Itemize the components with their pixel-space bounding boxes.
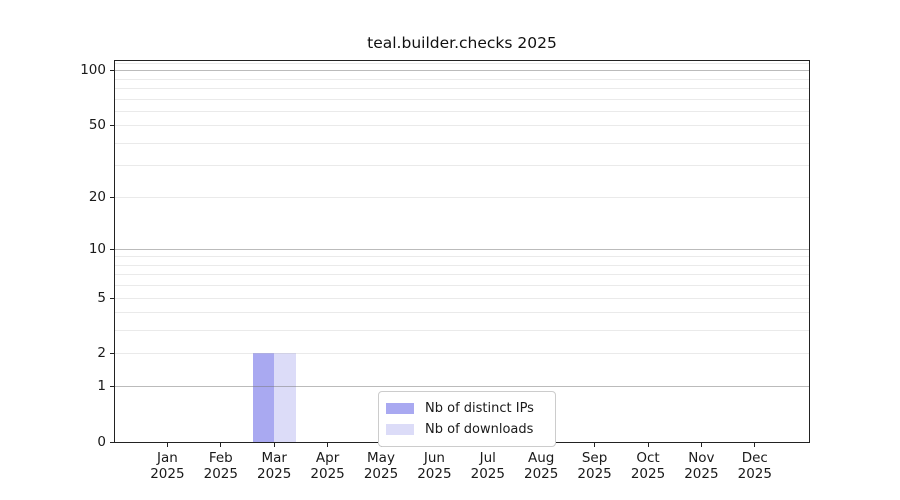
x-tick-label-mar: Mar 2025 [242, 450, 306, 482]
legend-label-downloads: Nb of downloads [425, 422, 534, 437]
x-tick-apr [327, 443, 329, 447]
gridline-minor-40 [115, 142, 809, 144]
gridline-minor-9 [115, 256, 809, 258]
y-tick-100 [110, 70, 114, 72]
x-tick-line: Jul [479, 450, 496, 466]
y-tick-5 [110, 297, 114, 299]
y-tick-label-0: 0 [97, 434, 106, 450]
x-tick-line: Nov [688, 450, 715, 466]
x-tick-line: 2025 [630, 466, 666, 482]
chart-title: teal.builder.checks 2025 [367, 34, 557, 52]
x-tick-label-aug: Aug 2025 [509, 450, 573, 482]
gridline-minor-4 [115, 312, 809, 314]
gridline-minor-110 [115, 62, 809, 64]
x-tick-dec [754, 443, 756, 447]
x-tick-line: Jun [423, 450, 445, 466]
x-tick-label-sep: Sep 2025 [563, 450, 627, 482]
x-tick-mar [273, 443, 275, 447]
y-tick-label-20: 20 [88, 188, 106, 205]
gridline-minor-3 [115, 330, 809, 332]
x-tick-line: 2025 [150, 466, 185, 482]
y-tick-label-100: 100 [80, 62, 106, 79]
y-tick-label-50: 50 [88, 117, 106, 134]
x-tick-line: 2025 [203, 466, 238, 482]
y-tick-label-1: 1 [97, 378, 106, 395]
x-tick-line: Mar [261, 450, 287, 466]
x-tick-label-may: May 2025 [349, 450, 413, 482]
y-tick-2 [110, 353, 114, 355]
gridline-minor-50 [115, 125, 809, 127]
y-tick-label-5: 5 [97, 289, 106, 306]
legend-swatch-distinct-ips [386, 403, 414, 414]
x-tick-label-nov: Nov 2025 [669, 450, 733, 482]
gridline-minor-6 [115, 285, 809, 287]
gridline-minor-8 [115, 264, 809, 266]
x-tick-line: 2025 [524, 466, 559, 482]
x-tick-feb [220, 443, 222, 447]
gridline-minor-80 [115, 87, 809, 89]
x-tick-line: 2025 [310, 466, 345, 482]
legend-rows: Nb of distinct IPs Nb of downloads [386, 398, 547, 440]
x-tick-label-oct: Oct 2025 [616, 450, 680, 482]
plot-area [114, 60, 810, 443]
gridline-minor-5 [115, 297, 809, 299]
x-tick-line: 2025 [577, 466, 612, 482]
y-tick-10 [110, 248, 114, 250]
gridline-minor-60 [115, 110, 809, 112]
gridline-minor-90 [115, 78, 809, 80]
y-tick-1 [110, 386, 114, 388]
y-tick-label-10: 10 [88, 240, 106, 257]
legend-swatch-downloads [386, 424, 414, 435]
y-tick-50 [110, 125, 114, 127]
x-tick-label-feb: Feb 2025 [189, 450, 253, 482]
x-tick-jan [166, 443, 168, 447]
bar-distinct-ips-mar [252, 353, 275, 442]
x-tick-label-jan: Jan 2025 [135, 450, 199, 482]
x-tick-oct [647, 443, 649, 447]
x-tick-line: May [367, 450, 395, 466]
x-tick-line: 2025 [363, 466, 399, 482]
x-tick-label-dec: Dec 2025 [723, 450, 787, 482]
x-tick-line: 2025 [417, 466, 452, 482]
x-tick-line: Oct [636, 450, 660, 466]
y-tick-0 [110, 442, 114, 443]
gridline-major-1 [115, 386, 809, 388]
bar-downloads-mar [274, 353, 296, 442]
x-tick-line: Aug [528, 450, 555, 466]
x-tick-label-apr: Apr 2025 [296, 450, 360, 482]
legend-box: Nb of distinct IPs Nb of downloads [378, 391, 556, 447]
gridline-minor-70 [115, 98, 809, 100]
x-tick-label-jul: Jul 2025 [456, 450, 520, 482]
gridline-minor-2 [115, 353, 809, 355]
gridline-minor-30 [115, 165, 809, 167]
x-tick-line: Apr [315, 450, 340, 466]
gridline-major-10 [115, 248, 809, 250]
x-tick-line: Feb [208, 450, 233, 466]
x-tick-sep [594, 443, 596, 447]
legend-label-distinct-ips: Nb of distinct IPs [425, 401, 534, 416]
x-tick-nov [700, 443, 702, 447]
x-tick-line: 2025 [737, 466, 772, 482]
gridline-minor-20 [115, 196, 809, 198]
x-tick-line: 2025 [257, 466, 292, 482]
x-tick-line: 2025 [470, 466, 505, 482]
legend-item-distinct-ips: Nb of distinct IPs [386, 398, 547, 419]
y-tick-label-2: 2 [97, 345, 106, 362]
gridline-major-100 [115, 70, 809, 72]
x-tick-line: Jan [156, 450, 178, 466]
x-tick-line: Dec [741, 450, 768, 466]
y-tick-20 [110, 196, 114, 198]
x-tick-line: Sep [581, 450, 608, 466]
legend-item-downloads: Nb of downloads [386, 419, 547, 440]
x-tick-line: 2025 [684, 466, 719, 482]
gridline-minor-7 [115, 274, 809, 276]
x-tick-label-jun: Jun 2025 [402, 450, 466, 482]
